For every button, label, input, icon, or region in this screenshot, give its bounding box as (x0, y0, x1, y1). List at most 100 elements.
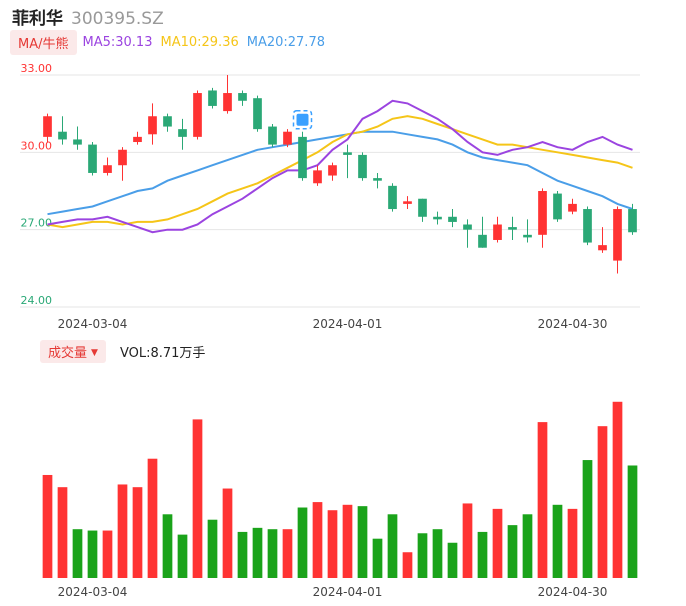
volume-bar (342, 504, 353, 578)
volume-bar (372, 538, 383, 578)
candle-body (133, 136, 142, 143)
volume-bar (147, 458, 158, 578)
candle-body (103, 165, 112, 173)
candle-body (43, 116, 52, 137)
volume-bar (267, 529, 278, 578)
candle-body (508, 227, 517, 230)
candle-body (523, 234, 532, 238)
x-tick-label: 2024-04-30 (538, 585, 608, 599)
volume-bar (57, 487, 68, 578)
x-tick-label: 2024-03-04 (58, 317, 128, 331)
volume-bar (102, 530, 113, 578)
ma5-line (47, 99, 633, 234)
y-tick-label: 27.00 (21, 217, 53, 230)
volume-bar (552, 504, 563, 578)
candle-body (223, 93, 232, 112)
volume-value: VOL:8.71万手 (119, 345, 206, 361)
candle-body (208, 90, 217, 106)
stock-name: 菲利华 (12, 9, 63, 29)
caret-down-icon: ▼ (91, 347, 98, 358)
candle-body (268, 126, 277, 145)
volume-bar (522, 514, 533, 578)
signal-icon-fill (296, 113, 309, 126)
stock-code: 300395.SZ (71, 9, 164, 29)
ma10-label: MA10:29.36 (160, 34, 239, 50)
volume-bar (87, 530, 98, 578)
y-tick-label: 33.00 (21, 62, 53, 75)
candle-body (433, 216, 442, 220)
volume-bar (327, 510, 338, 578)
y-tick-label: 24.00 (21, 294, 53, 307)
candle-body (493, 224, 502, 240)
y-tick-label: 30.00 (21, 139, 53, 152)
volume-bar (612, 401, 623, 578)
volume-bar (507, 525, 518, 578)
volume-bar (387, 514, 398, 578)
volume-bar (582, 460, 593, 578)
candle-body (313, 170, 322, 184)
candle-body (628, 209, 637, 233)
candle-body (58, 131, 67, 140)
candle-body (538, 191, 547, 235)
volume-bar (447, 542, 458, 578)
volume-bar (192, 419, 203, 578)
candle-body (418, 198, 427, 217)
candle-body (178, 129, 187, 137)
volume-bar (597, 426, 608, 578)
candle-body (358, 154, 367, 179)
volume-bar (537, 422, 548, 578)
candle-body (448, 216, 457, 222)
volume-bar (297, 507, 308, 578)
candle-body (478, 234, 487, 248)
candle-body (328, 165, 337, 176)
ma20-label: MA20:27.78 (246, 34, 325, 50)
volume-bar (492, 508, 503, 578)
x-tick-label: 2024-04-30 (538, 317, 608, 331)
ma-toggle-button[interactable]: MA/牛熊 (10, 29, 77, 55)
volume-bar (282, 529, 293, 578)
volume-bar (432, 529, 443, 578)
ma-legend: MA/牛熊 MA5:30.13 MA10:29.36 MA20:27.78 (10, 29, 333, 55)
candle-body (283, 131, 292, 145)
volume-bar (462, 503, 473, 578)
candle-body (568, 203, 577, 212)
volume-bar (402, 552, 413, 578)
ma20-line (47, 130, 633, 216)
candle-body (118, 149, 127, 166)
x-tick-label: 2024-04-01 (313, 317, 383, 331)
volume-bar (417, 533, 428, 578)
candle-body (403, 201, 412, 204)
ma10-line (47, 115, 633, 229)
candle-body (253, 98, 262, 130)
candle-body (373, 178, 382, 181)
candle-body (613, 209, 622, 261)
volume-bar (357, 506, 368, 578)
candle-body (238, 93, 247, 101)
volume-indicator-dropdown[interactable]: 成交量 ▼ (40, 339, 106, 363)
volume-bar (207, 519, 218, 578)
x-tick-label: 2024-04-01 (313, 585, 383, 599)
volume-bar (567, 508, 578, 578)
volume-legend: 成交量 ▼ VOL:8.71万手 (40, 339, 206, 363)
candle-body (343, 152, 352, 155)
title-row: 菲利华 300395.SZ (12, 4, 164, 29)
signal-icon (292, 109, 313, 130)
ma5-label: MA5:30.13 (82, 34, 153, 50)
volume-bar (42, 474, 53, 578)
signal-icon-frame (292, 109, 313, 130)
volume-bar (132, 487, 143, 578)
volume-bar (627, 465, 638, 578)
volume-bar (312, 502, 323, 578)
volume-bar (72, 529, 83, 578)
candle-body (73, 139, 82, 145)
volume-bar (252, 527, 263, 578)
candle-body (553, 193, 562, 220)
candle-body (88, 144, 97, 173)
volume-bar (177, 534, 188, 578)
volume-bar (117, 484, 128, 578)
volume-bar (222, 488, 233, 578)
volume-bar (162, 514, 173, 578)
volume-bar (477, 531, 488, 578)
candle-body (193, 93, 202, 137)
